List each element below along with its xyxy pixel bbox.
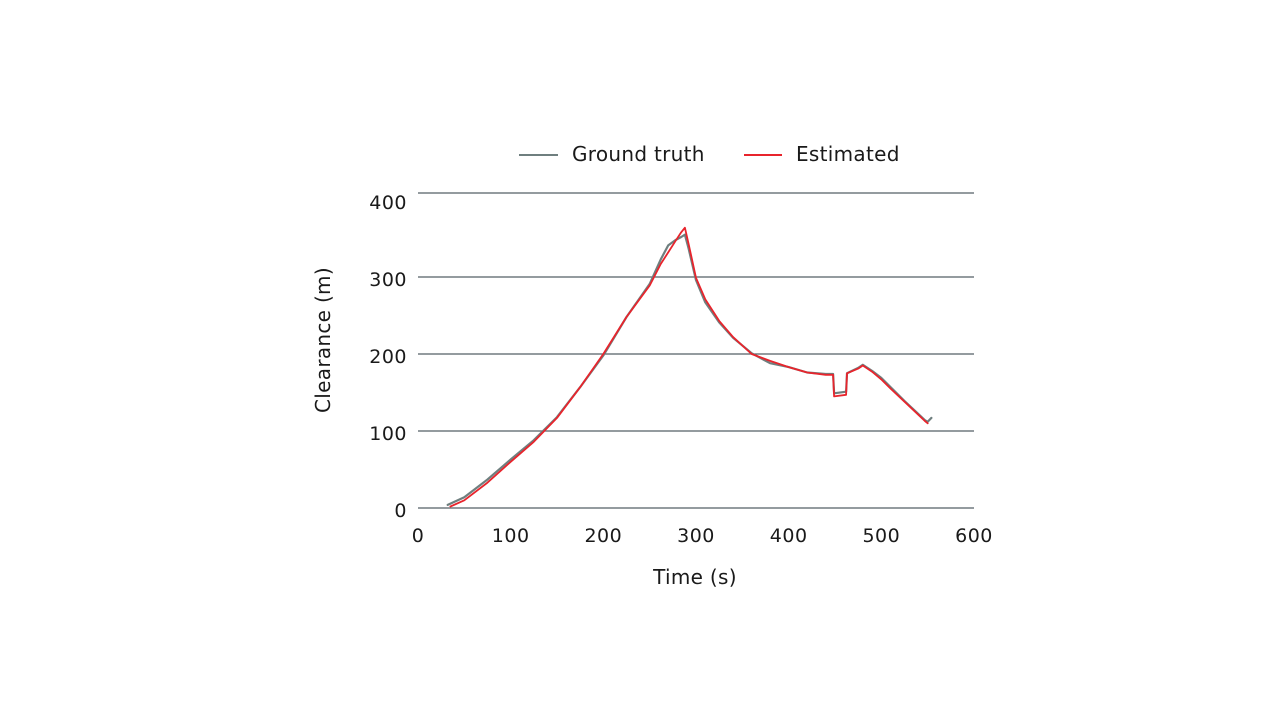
y-tick-label-200: 200 [369, 346, 407, 368]
series-lines [446, 226, 933, 508]
series-line-estimated [449, 226, 929, 508]
x-tick-label-0: 0 [412, 525, 425, 547]
x-tick-label-400: 400 [770, 525, 808, 547]
legend: Ground truth Estimated [519, 142, 900, 166]
y-tick-label-300: 300 [369, 269, 407, 291]
x-tick-label-600: 600 [955, 525, 993, 547]
series-line-ground-truth [446, 233, 933, 506]
y-tick-label-0: 0 [394, 500, 407, 522]
y-axis-ticks: 0 100 200 300 400 [369, 192, 407, 522]
y-tick-label-100: 100 [369, 423, 407, 445]
grid-lines [418, 192, 974, 509]
legend-label-ground-truth: Ground truth [572, 142, 705, 166]
y-tick-label-400: 400 [369, 192, 407, 214]
x-tick-label-300: 300 [677, 525, 715, 547]
x-tick-label-100: 100 [492, 525, 530, 547]
x-axis-title: Time (s) [652, 565, 737, 589]
x-tick-label-200: 200 [584, 525, 622, 547]
x-tick-label-500: 500 [862, 525, 900, 547]
x-axis-ticks: 0 100 200 300 400 500 600 [412, 525, 993, 547]
y-axis-title: Clearance (m) [311, 267, 335, 413]
legend-label-estimated: Estimated [796, 142, 900, 166]
